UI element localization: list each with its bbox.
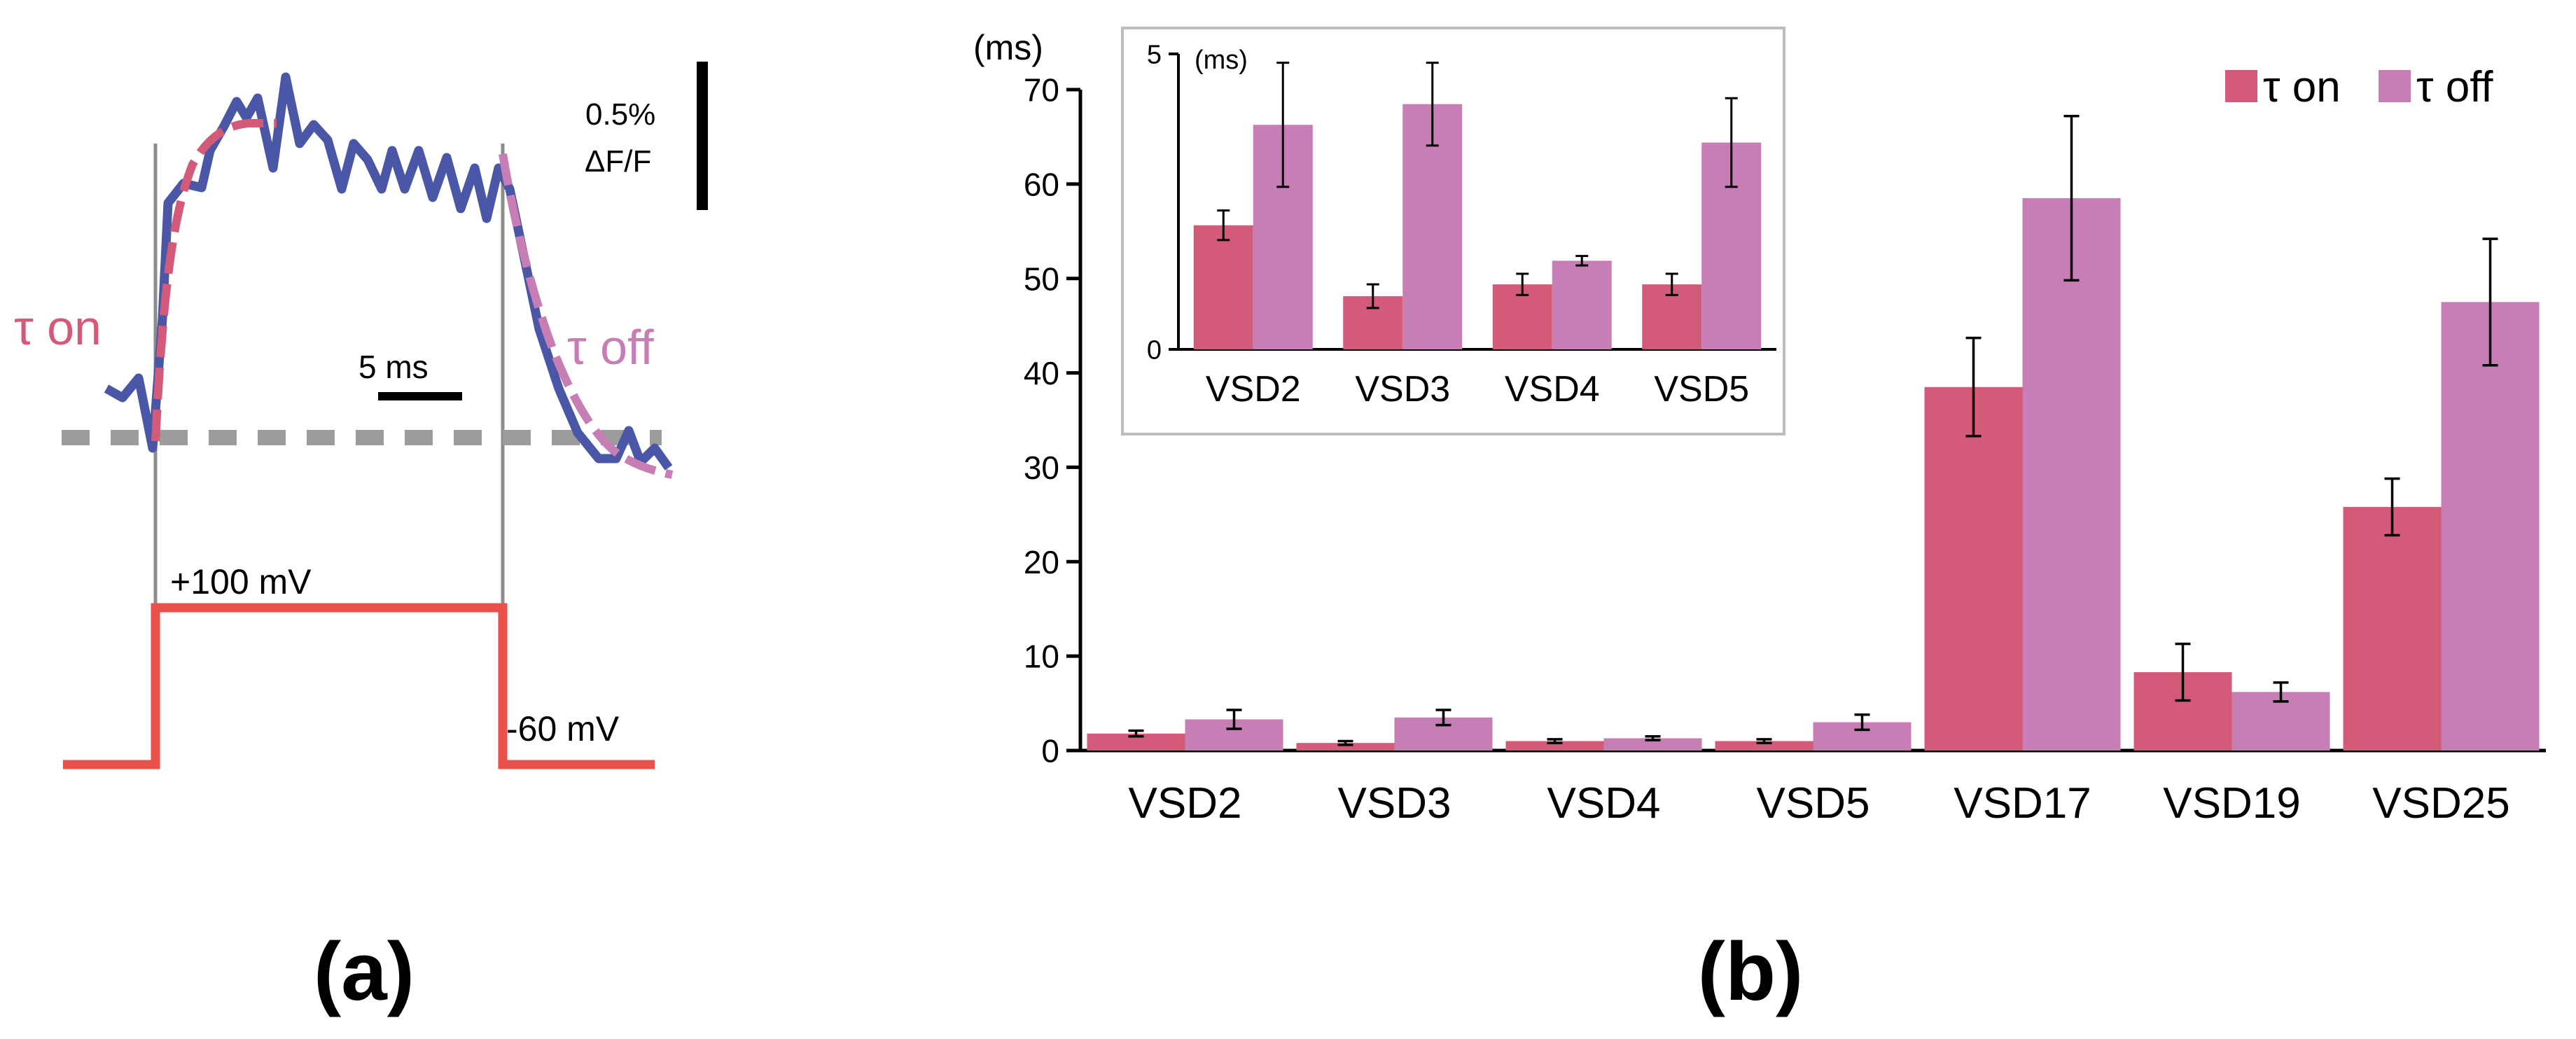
y-tick-label: 70 xyxy=(1024,72,1059,109)
bar-tau-on xyxy=(1505,741,1604,751)
y-tick-label: 60 xyxy=(1024,166,1059,202)
bar-tau-on xyxy=(1715,741,1813,751)
panel-a-voltage-imaging-trace: τ on τ off 5 ms 0.5% ΔF/F +100 mV -60 mV… xyxy=(14,62,708,1018)
bar-tau-on xyxy=(1296,743,1395,751)
inset-y-tick-label: 5 xyxy=(1147,41,1162,70)
amplitude-scale-percent-label: 0.5% xyxy=(585,97,655,132)
legend-label-tau-off: τ off xyxy=(2416,63,2493,111)
category-label: VSD3 xyxy=(1338,779,1451,828)
category-label: VSD25 xyxy=(2372,779,2509,828)
y-tick-label: 0 xyxy=(1041,733,1059,769)
inset-y-tick-label: 0 xyxy=(1147,336,1162,365)
voltage-high-label: +100 mV xyxy=(170,562,312,601)
y-axis-unit-label: (ms) xyxy=(973,28,1043,67)
category-label: VSD4 xyxy=(1547,779,1661,828)
main-chart-labels: 0 10 20 30 40 50 60 70 VSD2 VSD3 VSD4 VSD5 VSD17 VSD1… xyxy=(1024,72,2510,828)
inset-category-label: VSD2 xyxy=(1206,369,1301,410)
y-tick-label: 40 xyxy=(1024,355,1059,391)
time-scale-label: 5 ms xyxy=(358,349,429,385)
voltage-step-trace xyxy=(63,603,655,769)
legend-swatch-tau-off xyxy=(2379,70,2411,102)
tau-on-label: τ on xyxy=(14,300,102,355)
panel-a-label: (a) xyxy=(314,926,415,1018)
inset-category-label: VSD3 xyxy=(1355,369,1450,410)
category-label: VSD19 xyxy=(2163,779,2300,828)
amplitude-scale-unit-label: ΔF/F xyxy=(585,144,651,179)
inset-bar-tau-on xyxy=(1193,225,1253,349)
y-tick-label: 20 xyxy=(1024,544,1059,580)
bar-tau-on xyxy=(1924,386,2023,751)
legend-label-tau-on: τ on xyxy=(2263,63,2341,111)
y-tick-label: 10 xyxy=(1024,639,1059,675)
tau-off-label: τ off xyxy=(567,320,654,375)
tau-on-fit-curve xyxy=(151,119,277,442)
voltage-low-label: -60 mV xyxy=(506,709,620,748)
category-label: VSD5 xyxy=(1757,779,1870,828)
inset-bar-tau-off xyxy=(1552,260,1612,349)
bar-tau-off xyxy=(1603,738,1702,751)
fluorescence-trace xyxy=(104,72,673,470)
bar-tau-off xyxy=(2022,198,2121,751)
bar-tau-on xyxy=(2343,507,2442,751)
chart-legend: τ on τ off xyxy=(2225,63,2493,111)
inset-category-label: VSD4 xyxy=(1505,369,1600,410)
y-tick-label: 30 xyxy=(1024,449,1059,486)
main-chart-bars xyxy=(1087,115,2540,751)
inset-chart-bars xyxy=(1193,62,1762,350)
inset-chart-labels: 0 5 VSD2 VSD3 VSD4 VSD5 xyxy=(1147,41,1749,410)
tau-off-fit-curve xyxy=(499,153,674,479)
y-tick-label: 50 xyxy=(1024,260,1059,297)
category-label: VSD17 xyxy=(1954,779,2091,828)
inset-category-label: VSD5 xyxy=(1654,369,1749,410)
panel-b-label: (b) xyxy=(1698,926,1804,1018)
category-label: VSD2 xyxy=(1129,779,1242,828)
inset-y-axis-unit-label: (ms) xyxy=(1195,46,1248,75)
inset-bar-chart: 0 5 VSD2 VSD3 VSD4 VSD5 (ms) xyxy=(1121,27,1785,435)
bar-tau-off xyxy=(2441,302,2540,751)
legend-swatch-tau-on xyxy=(2225,70,2257,102)
